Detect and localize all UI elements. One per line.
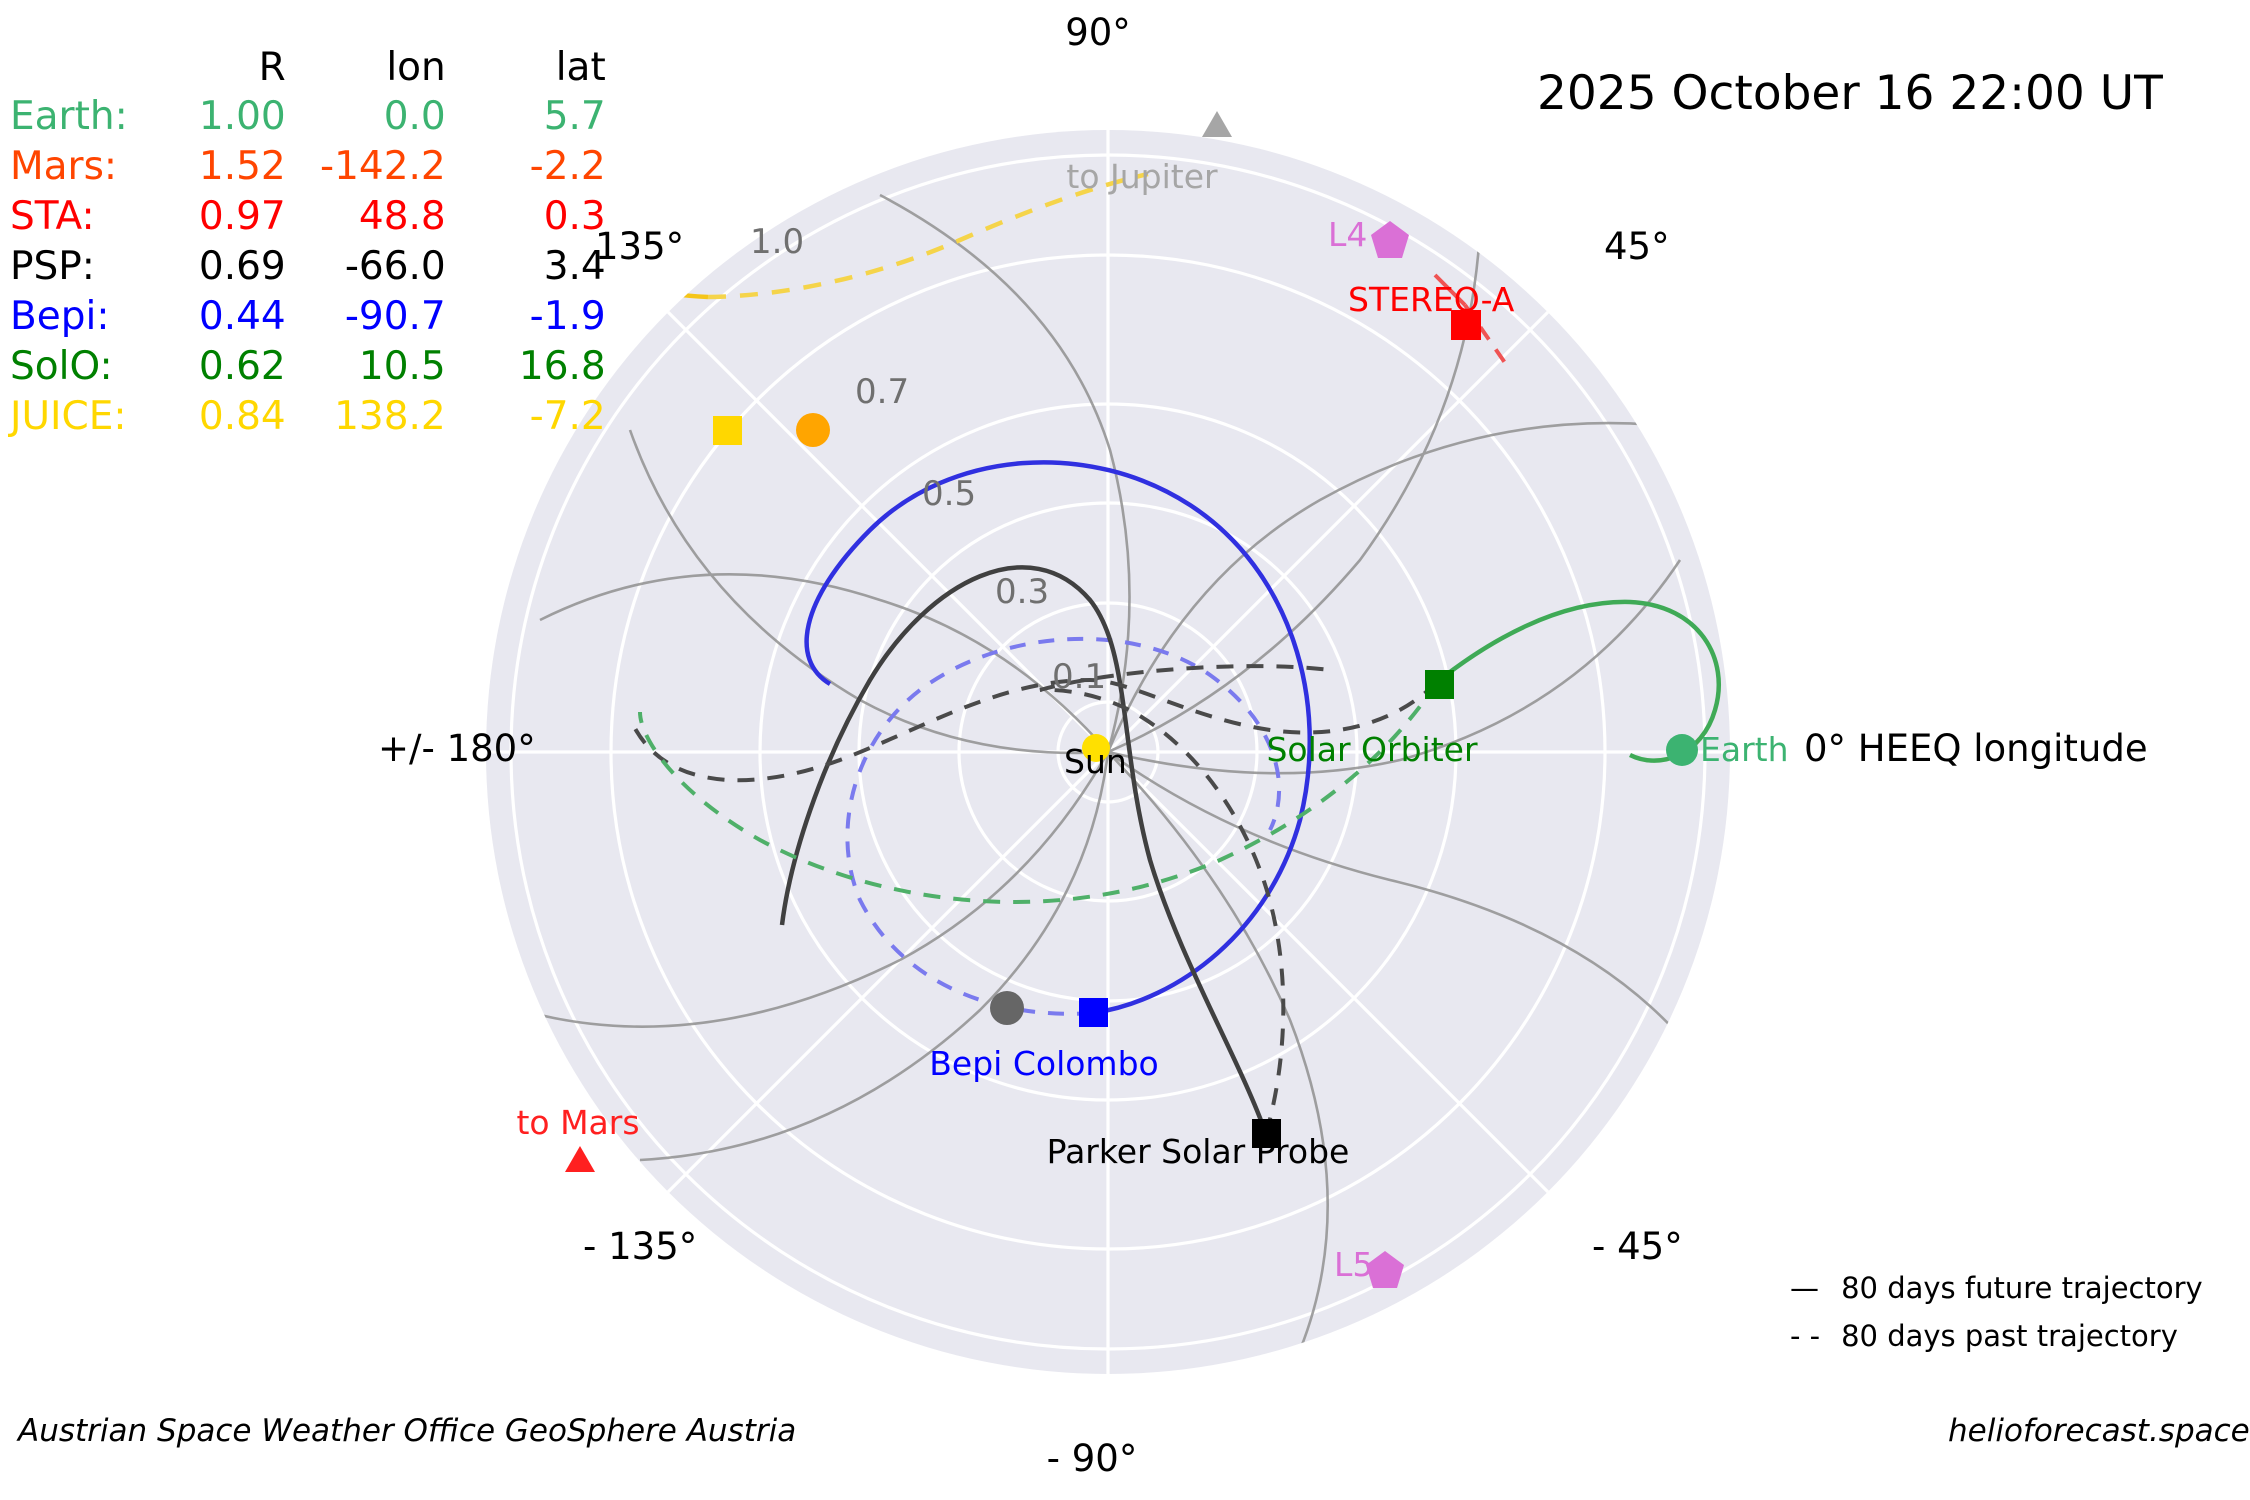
angular-tick-0-heeq: 0° HEEQ longitude [1804, 727, 2148, 770]
marker-to-mars[interactable] [565, 1146, 595, 1172]
bepi-past-trajectory [845, 636, 1282, 1016]
row-lat-psp: 3.4 [543, 244, 606, 289]
psp-future-trajectory [779, 565, 1269, 1135]
legend-dashed-line-icon: - - [1790, 1319, 1821, 1353]
marker-to-jupiter[interactable] [1202, 111, 1232, 137]
row-r-solo: 0.62 [198, 344, 286, 389]
angular-tick-minus45: - 45° [1592, 1225, 1683, 1268]
marker-mercury[interactable] [990, 991, 1024, 1025]
marker-l5[interactable] [1366, 1251, 1404, 1288]
row-lon-psp: -66.0 [344, 244, 446, 289]
row-lat-sta: 0.3 [543, 194, 606, 239]
row-lat-earth: 5.7 [543, 94, 606, 139]
row-r-psp: 0.69 [198, 244, 286, 289]
angular-tick-45: 45° [1604, 225, 1670, 268]
row-r-earth: 1.00 [198, 94, 286, 139]
marker-sun[interactable] [1082, 734, 1110, 762]
table-header-row: R lon lat [10, 48, 606, 97]
table-row: Mars: 1.52 -142.2 -2.2 [10, 147, 606, 197]
row-lon-bepi: -90.7 [344, 294, 446, 339]
body-position-table: R lon lat Earth: 1.00 0.0 5.7 Mars: 1.52… [10, 48, 606, 447]
marker-bepi-colombo[interactable] [1079, 998, 1108, 1027]
row-r-juice: 0.84 [198, 394, 286, 439]
table-row: PSP: 0.69 -66.0 3.4 [10, 247, 606, 297]
solo-past-trajectory [628, 677, 1439, 783]
label-l4: L4 [1328, 215, 1368, 254]
radial-tick-0-7: 0.7 [855, 372, 910, 412]
radial-tick-0-3: 0.3 [995, 572, 1050, 612]
angular-tick-minus90: - 90° [1046, 1437, 1138, 1480]
label-to-jupiter: to Jupiter [1066, 157, 1218, 196]
row-name-bepi: Bepi: [10, 294, 110, 339]
angular-tick-135: 135° [595, 225, 685, 268]
label-earth: Earth [1700, 730, 1789, 769]
label-solar-orbiter: Solar Orbiter [1266, 730, 1478, 769]
angular-tick-180: +/- 180° [378, 727, 536, 770]
row-name-earth: Earth: [10, 94, 128, 139]
legend-past-label: 80 days past trajectory [1841, 1319, 2178, 1353]
row-lon-juice: 138.2 [334, 394, 446, 439]
row-name-mars: Mars: [10, 144, 118, 189]
row-lat-mars: -2.2 [529, 144, 606, 189]
row-lat-bepi: -1.9 [529, 294, 606, 339]
label-to-mars: to Mars [516, 1103, 640, 1142]
label-stereo-a: STEREO-A [1348, 280, 1515, 319]
angular-tick-90: 90° [1065, 11, 1131, 54]
row-lat-juice: -7.2 [529, 394, 606, 439]
psp-past-trajectory [1039, 664, 1331, 1135]
marker-solar-orbiter[interactable] [1425, 670, 1454, 699]
footer-right: helioforecast.space [1948, 1413, 2250, 1449]
bepi-future-trajectory [804, 460, 1312, 1016]
table-row: STA: 0.97 48.8 0.3 [10, 197, 606, 247]
marker-stereo-a[interactable] [1451, 310, 1481, 340]
radial-tick-1-0: 1.0 [750, 222, 805, 262]
label-l5: L5 [1334, 1245, 1374, 1284]
row-name-juice: JUICE: [10, 394, 127, 439]
table-row: Earth: 1.00 0.0 5.7 [10, 97, 606, 147]
legend-past-row: - - 80 days past trajectory [1790, 1322, 2178, 1351]
table-row: SolO: 0.62 10.5 16.8 [10, 347, 606, 397]
row-name-sta: STA: [10, 194, 95, 239]
label-parker-solar-probe: Parker Solar Probe [1046, 1132, 1350, 1171]
juice-past-trajectory [707, 171, 1149, 300]
radial-tick-0-1: 0.1 [1052, 657, 1107, 697]
legend-future-row: — 80 days future trajectory [1790, 1274, 2203, 1303]
row-r-bepi: 0.44 [198, 294, 286, 339]
marker-earth[interactable] [1666, 734, 1698, 766]
label-bepi-colombo: Bepi Colombo [929, 1044, 1159, 1083]
radial-tick-0-5: 0.5 [922, 474, 977, 514]
th-lat: lat [555, 45, 606, 90]
row-lon-mars: -142.2 [320, 144, 446, 189]
legend-solid-line-icon: — [1790, 1271, 1819, 1305]
label-sun: Sun [1064, 742, 1127, 781]
stereoa-future-trajectory [1433, 273, 1467, 307]
page-title: 2025 October 16 22:00 UT [1537, 66, 2163, 121]
th-blank [10, 48, 154, 97]
parker-spiral-lines [519, 193, 1702, 1351]
row-r-mars: 1.52 [198, 144, 286, 189]
row-lon-sta: 48.8 [358, 194, 446, 239]
row-name-solo: SolO: [10, 344, 113, 389]
row-r-sta: 0.97 [198, 194, 286, 239]
row-lat-solo: 16.8 [518, 344, 606, 389]
angular-tick-minus135: - 135° [583, 1225, 698, 1268]
marker-parker-solar-probe[interactable] [1252, 1119, 1281, 1148]
marker-juice[interactable] [713, 416, 742, 445]
marker-l4[interactable] [1371, 221, 1409, 258]
table-row: Bepi: 0.44 -90.7 -1.9 [10, 297, 606, 347]
row-lon-earth: 0.0 [383, 94, 446, 139]
footer-left: Austrian Space Weather Office GeoSphere … [18, 1413, 797, 1449]
th-lon: lon [386, 45, 446, 90]
row-name-psp: PSP: [10, 244, 95, 289]
solo-past-extension [638, 680, 1439, 904]
th-r: R [258, 45, 286, 90]
legend-future-label: 80 days future trajectory [1841, 1271, 2203, 1305]
marker-venus[interactable] [796, 413, 830, 447]
row-lon-solo: 10.5 [358, 344, 446, 389]
table-row: JUICE: 0.84 138.2 -7.2 [10, 397, 606, 447]
